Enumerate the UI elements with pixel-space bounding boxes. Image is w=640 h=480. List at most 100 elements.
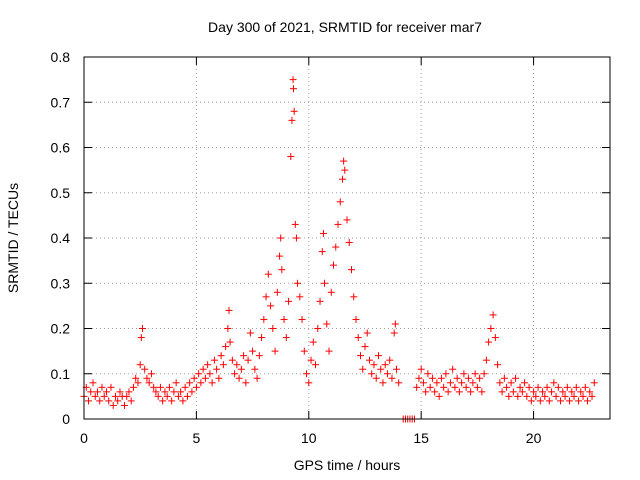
data-point [496, 379, 504, 387]
data-point [476, 374, 484, 382]
data-point [460, 370, 468, 378]
data-point [168, 397, 176, 405]
y-tick-label: 0.3 [51, 275, 71, 291]
data-point [350, 293, 358, 301]
data-point [267, 302, 275, 310]
data-point [114, 397, 122, 405]
data-point [264, 270, 272, 278]
data-point [365, 356, 373, 364]
data-point [181, 383, 189, 391]
data-point [280, 315, 288, 323]
data-point [285, 297, 293, 305]
data-point [100, 392, 108, 400]
y-tick-label: 0.6 [51, 140, 71, 156]
data-point [125, 388, 133, 396]
y-tick-label: 0 [62, 411, 70, 427]
data-point [415, 374, 423, 382]
data-point [548, 388, 556, 396]
data-point [89, 379, 97, 387]
data-point [294, 279, 302, 287]
data-point [138, 325, 146, 332]
data-point [312, 361, 320, 369]
data-point [487, 325, 495, 332]
data-point [255, 352, 263, 360]
data-point [426, 383, 434, 391]
plot-frame [83, 56, 611, 420]
data-point [246, 329, 254, 337]
data-point [509, 388, 517, 396]
data-point [87, 388, 95, 396]
data-point [224, 325, 232, 332]
data-point [111, 392, 119, 400]
x-tick-label: 20 [526, 430, 542, 446]
data-point [572, 383, 580, 391]
data-point [332, 243, 340, 251]
data-point [192, 383, 200, 391]
data-point [309, 338, 317, 346]
data-point [287, 153, 295, 161]
data-point [136, 361, 144, 369]
data-point [228, 356, 236, 364]
data-point [242, 379, 250, 387]
data-point [215, 374, 223, 382]
data-point [334, 220, 342, 228]
data-point [137, 334, 145, 342]
data-point [190, 374, 198, 382]
data-point [390, 329, 398, 337]
data-point [107, 383, 115, 391]
data-point [525, 383, 533, 391]
data-point [518, 388, 526, 396]
data-point [201, 374, 209, 382]
data-point [340, 157, 348, 165]
x-tick-label: 10 [301, 430, 317, 446]
data-point [534, 383, 542, 391]
data-point [319, 229, 327, 237]
data-point [276, 252, 284, 260]
data-point [588, 392, 596, 400]
data-point [561, 392, 569, 400]
data-point [300, 347, 308, 355]
data-point [566, 397, 574, 405]
data-point [361, 343, 369, 351]
data-point [523, 392, 531, 400]
data-point [343, 216, 351, 224]
data-point [213, 365, 221, 373]
data-point [539, 388, 547, 396]
data-point [318, 248, 326, 256]
data-point [467, 388, 475, 396]
data-point [177, 388, 185, 396]
data-point [449, 365, 457, 373]
data-point [422, 388, 430, 396]
data-point [291, 220, 299, 228]
data-point [381, 361, 389, 369]
data-point [354, 334, 362, 342]
data-point [419, 379, 427, 387]
y-tick-label: 0.7 [51, 94, 71, 110]
data-point [368, 370, 376, 378]
data-point [188, 388, 196, 396]
data-point [345, 239, 353, 247]
data-point [170, 388, 178, 396]
data-point [152, 388, 160, 396]
data-point [183, 392, 191, 400]
data-point [219, 361, 227, 369]
data-point [161, 388, 169, 396]
data-point [156, 383, 164, 391]
data-point [269, 325, 277, 332]
data-point [395, 379, 403, 387]
data-point [442, 370, 450, 378]
data-point [541, 392, 549, 400]
data-point [473, 383, 481, 391]
y-tick-label: 0.5 [51, 185, 71, 201]
data-point [383, 370, 391, 378]
data-point [570, 392, 578, 400]
data-point [330, 261, 338, 269]
data-point [386, 356, 394, 364]
data-point [288, 116, 296, 124]
data-point [512, 374, 520, 382]
data-point [237, 365, 245, 373]
x-tick-label: 15 [413, 430, 429, 446]
data-point [210, 356, 218, 364]
data-point [123, 392, 131, 400]
